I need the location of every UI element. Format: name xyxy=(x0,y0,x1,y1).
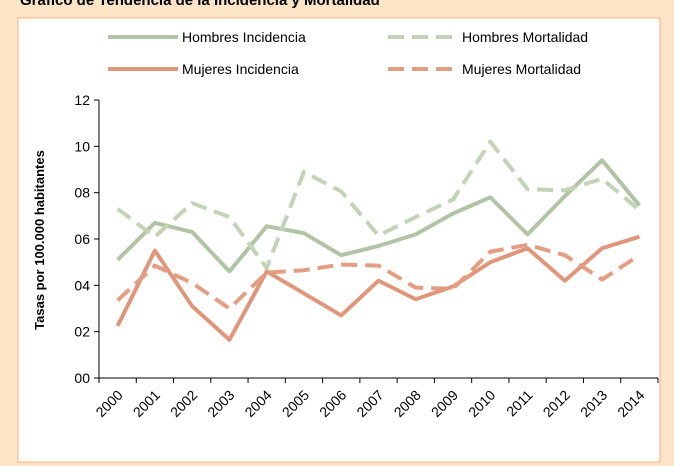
series-line xyxy=(116,139,641,270)
series-line xyxy=(116,242,641,311)
y-axis-label: Tasas por 100.000 habitantes xyxy=(32,150,47,330)
chart-title: Gráfico de Tendencia de la Incidencia y … xyxy=(20,0,380,9)
y-tick-label: 12 xyxy=(74,92,90,108)
y-tick-label: 10 xyxy=(74,138,90,154)
y-tick-label: 06 xyxy=(74,231,90,247)
legend-label: Hombres Incidencia xyxy=(182,29,306,45)
legend-label: Mujeres Incidencia xyxy=(182,61,299,77)
series-line xyxy=(116,158,641,274)
y-tick-label: 08 xyxy=(74,185,90,201)
y-tick-label: 00 xyxy=(74,370,90,386)
y-tick-label: 02 xyxy=(74,324,90,340)
y-tick-label: 04 xyxy=(74,277,90,293)
legend-label: Hombres Mortalidad xyxy=(462,29,588,45)
series-line xyxy=(115,234,640,342)
chart-area xyxy=(17,17,661,463)
legend-label: Mujeres Mortalidad xyxy=(462,61,581,77)
